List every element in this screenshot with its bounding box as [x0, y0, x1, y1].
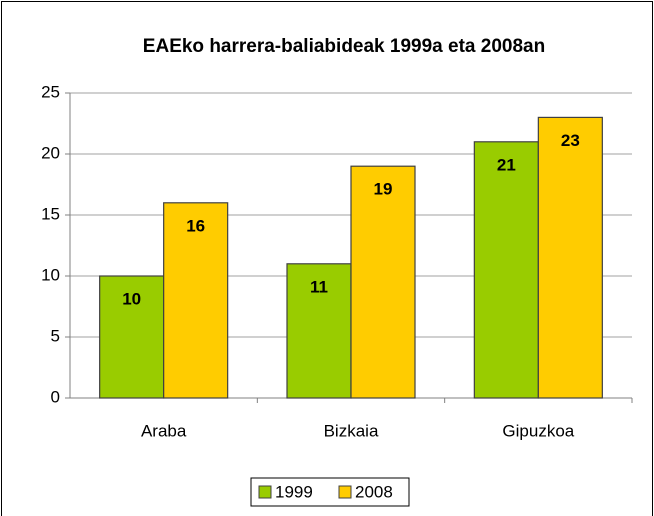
data-label: 16 [186, 216, 205, 235]
legend-label: 2008 [355, 482, 393, 501]
y-tick-label: 5 [51, 326, 60, 345]
y-tick-label: 20 [41, 143, 60, 162]
legend-swatch [338, 485, 352, 499]
chart-title: EAEko harrera-baliabideak 1999a eta 2008… [143, 36, 545, 57]
x-tick-label: Araba [141, 421, 187, 440]
bar [473, 141, 539, 399]
bar [286, 263, 352, 399]
legend-swatch [258, 485, 272, 499]
bar [99, 275, 165, 399]
data-label: 23 [561, 131, 580, 150]
data-label: 11 [310, 277, 328, 296]
data-label: 10 [122, 289, 141, 308]
y-tick-label: 10 [41, 265, 60, 284]
data-label: 21 [497, 155, 516, 174]
bar [350, 165, 416, 399]
data-label: 19 [374, 180, 393, 199]
x-tick-label: Bizkaia [324, 421, 379, 440]
legend-label: 1999 [275, 482, 313, 501]
bar [537, 116, 603, 399]
y-tick-label: 25 [41, 82, 60, 101]
legend-box [250, 477, 410, 507]
y-tick-label: 15 [41, 204, 60, 223]
y-tick-label: 0 [51, 387, 60, 406]
bar [163, 202, 229, 399]
x-tick-label: Gipuzkoa [502, 421, 574, 440]
